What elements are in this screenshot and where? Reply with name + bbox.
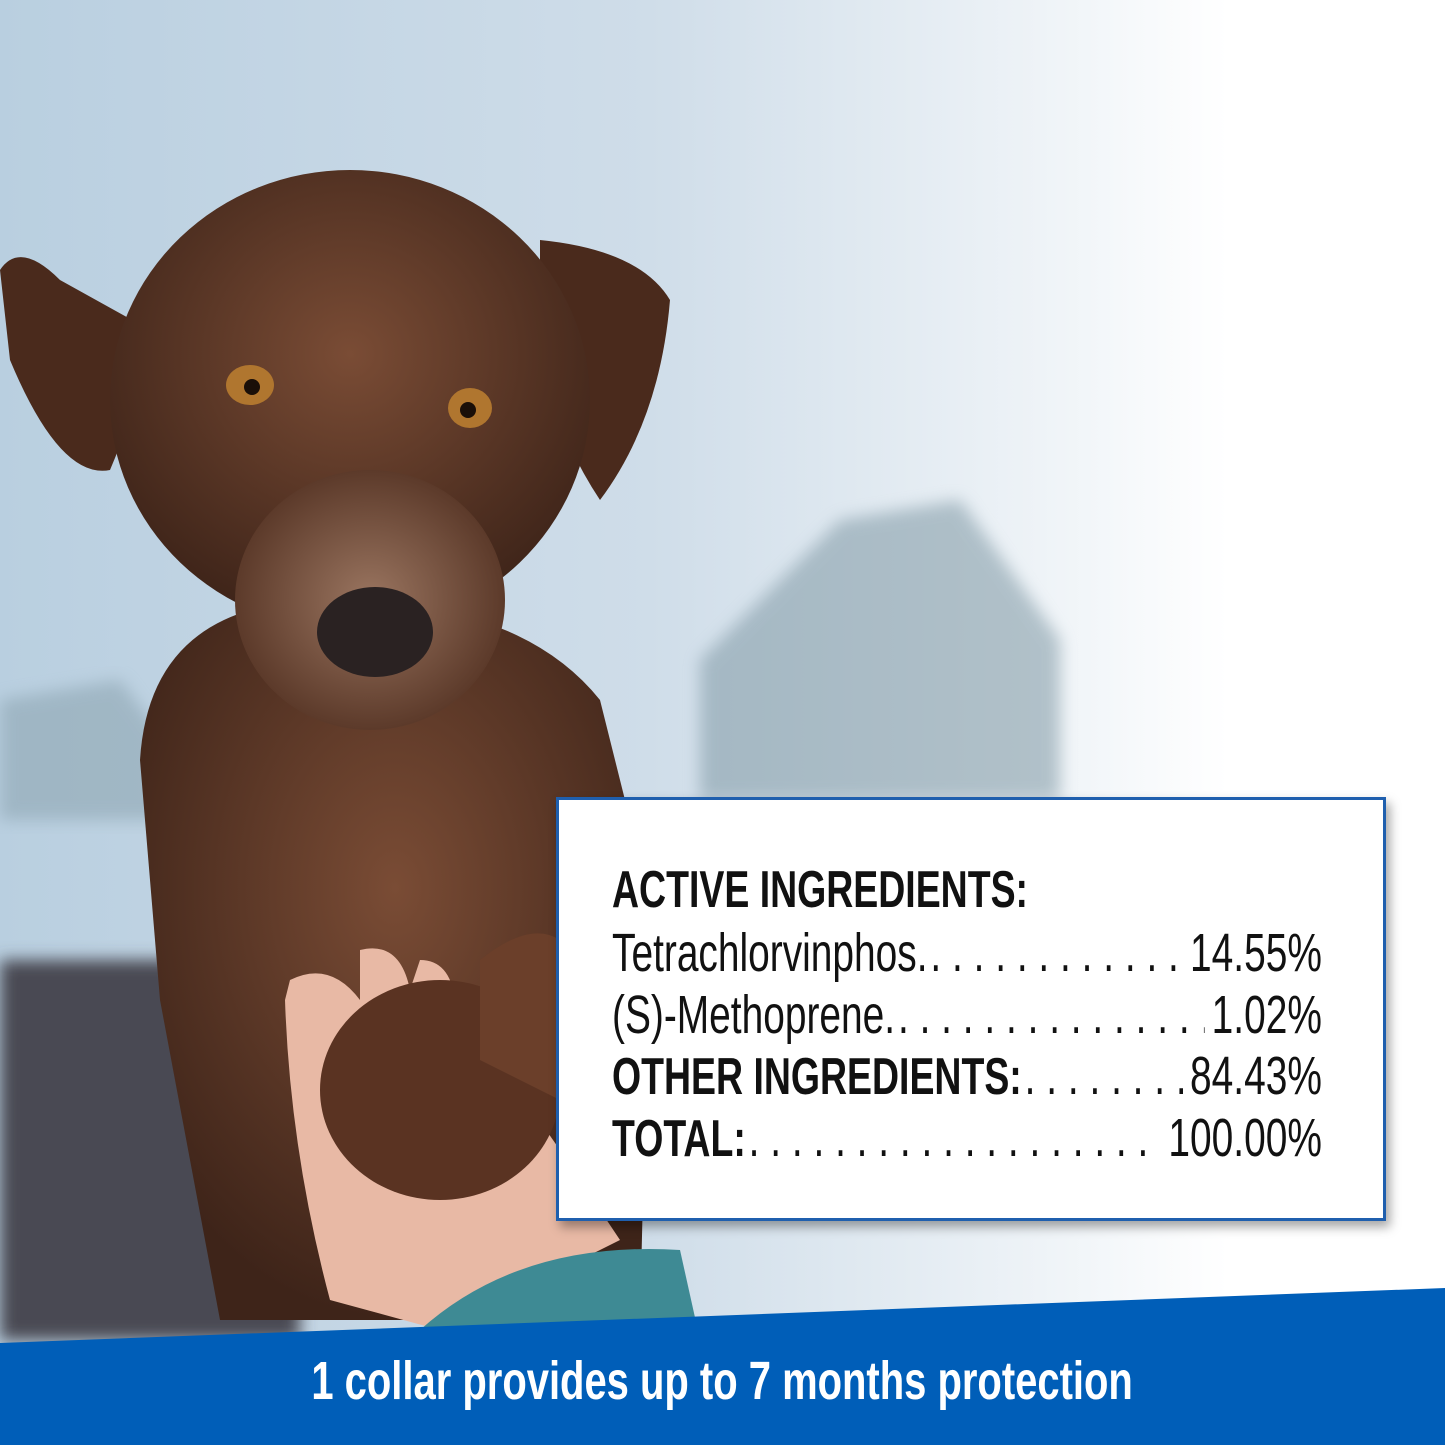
dog-nose bbox=[317, 587, 433, 677]
ingredient-value: 84.43% bbox=[1190, 1046, 1322, 1106]
ingredient-row: (S)-Methoprene. 1.02% bbox=[612, 984, 1322, 1046]
dot-leader bbox=[749, 1107, 1162, 1169]
dot-leader bbox=[930, 922, 1182, 984]
ingredient-label: (S)-Methoprene. bbox=[612, 985, 896, 1045]
banner-caption: 1 collar provides up to 7 months protect… bbox=[311, 1351, 1134, 1411]
ingredient-row: Tetrachlorvinphos. 14.55% bbox=[612, 922, 1322, 984]
ingredient-label: OTHER INGREDIENTS: bbox=[612, 1048, 1022, 1106]
ingredient-label: TOTAL: bbox=[612, 1110, 746, 1168]
ingredient-row: OTHER INGREDIENTS: 84.43% bbox=[612, 1045, 1322, 1107]
banner-background bbox=[0, 1288, 1445, 1445]
dot-leader bbox=[898, 984, 1205, 1046]
ingredient-row: TOTAL: 100.00% bbox=[612, 1107, 1322, 1169]
ingredient-label: Tetrachlorvinphos. bbox=[612, 923, 928, 983]
ingredient-value: 14.55% bbox=[1190, 923, 1322, 983]
dot-leader bbox=[1025, 1045, 1183, 1107]
hand-holding-paw bbox=[285, 933, 700, 1340]
ingredient-value: 1.02% bbox=[1211, 985, 1322, 1045]
ingredient-value: 100.00% bbox=[1168, 1108, 1322, 1168]
ingredients-heading: ACTIVE INGREDIENTS: bbox=[612, 861, 1029, 919]
